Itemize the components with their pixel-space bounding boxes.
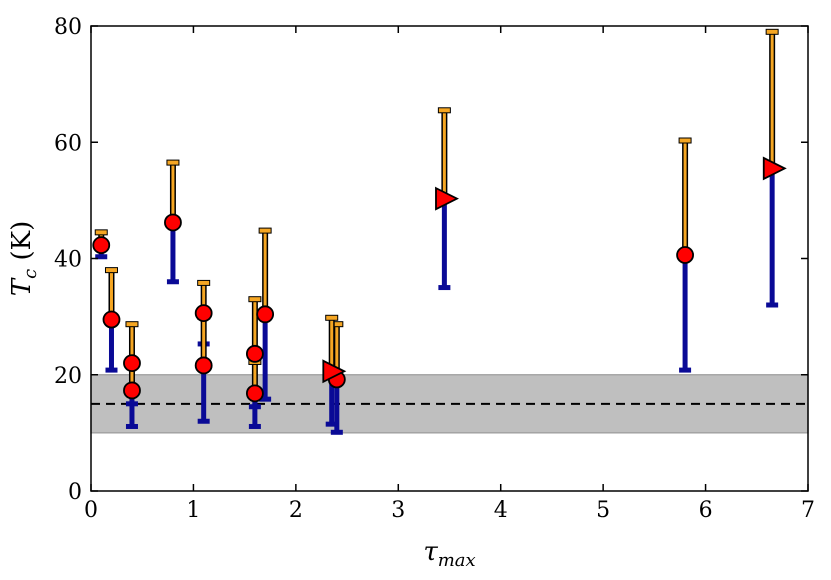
lower-errorbar-cap [248,423,261,429]
shaded-band [90,374,809,434]
circle-marker [256,305,275,324]
y-axis-label: Tc (K) [7,221,41,296]
upper-errorbar-cap [125,321,139,328]
upper-errorbar-cap [258,227,272,234]
circle-marker [194,356,213,375]
upper-errorbar-cap [678,137,692,144]
circle-marker [194,304,213,323]
lower-errorbar-cap [438,285,451,291]
lower-errorbar-cap [259,396,272,402]
triangle-marker [762,156,787,181]
lower-errorbar-cap [766,302,779,308]
lower-errorbar-cap [330,429,343,435]
upper-errorbar-cap [437,107,451,114]
band-rect [90,374,809,434]
lower-errorbar-cap [325,421,338,427]
x-tick-label: 4 [494,498,508,523]
lower-errorbar-cap [105,367,118,373]
x-axis-label-sub: max [438,550,476,571]
y-tick-label: 60 [54,131,82,156]
upper-errorbar-cap [104,267,118,274]
x-tick-label: 3 [391,498,405,523]
x-tick-label: 2 [289,498,303,523]
x-tick-label: 7 [801,498,815,523]
lower-errorbar-cap [197,418,210,424]
upper-errorbar-cap [248,296,262,303]
circle-marker [676,246,694,264]
upper-errorbar-cap [765,28,779,35]
x-tick-label: 5 [596,498,610,523]
lower-errorbar-cap [166,279,179,285]
circle-marker [245,344,264,363]
y-tick-label: 20 [54,364,82,389]
triangle-marker [435,186,459,211]
y-axis-label-unit: (K) [7,221,37,269]
x-axis-label: τmax [423,537,475,571]
circle-marker [245,384,264,403]
y-axis-label-main: T [7,277,37,296]
y-tick-label: 80 [54,15,82,40]
upper-errorbar-cap [94,229,108,236]
x-tick-label: 0 [84,498,98,523]
axis-ticks: 0 1 2 3 4 5 6 7 0 20 40 60 80 [54,15,815,523]
y-tick-label: 0 [68,480,82,505]
circle-marker [164,213,182,232]
y-axis-label-sub: c [20,269,41,279]
upper-errorbar-cap [166,159,180,166]
x-tick-label: 6 [699,498,713,523]
triangle-marker [322,359,347,384]
error-bars [94,28,779,435]
data-markers [92,156,787,403]
circle-marker [92,236,111,255]
circle-marker [102,310,121,329]
circle-marker [123,354,141,373]
lower-errorbar-cap [95,254,108,260]
upper-errorbar-cap [197,279,211,286]
y-tick-label: 40 [54,248,82,273]
x-axis-label-main: τ [423,537,438,567]
circle-marker [123,381,141,400]
x-tick-label: 1 [186,498,200,523]
lower-errorbar-cap [679,367,692,373]
upper-errorbar-cap [325,314,339,321]
lower-errorbar-cap [125,423,138,429]
